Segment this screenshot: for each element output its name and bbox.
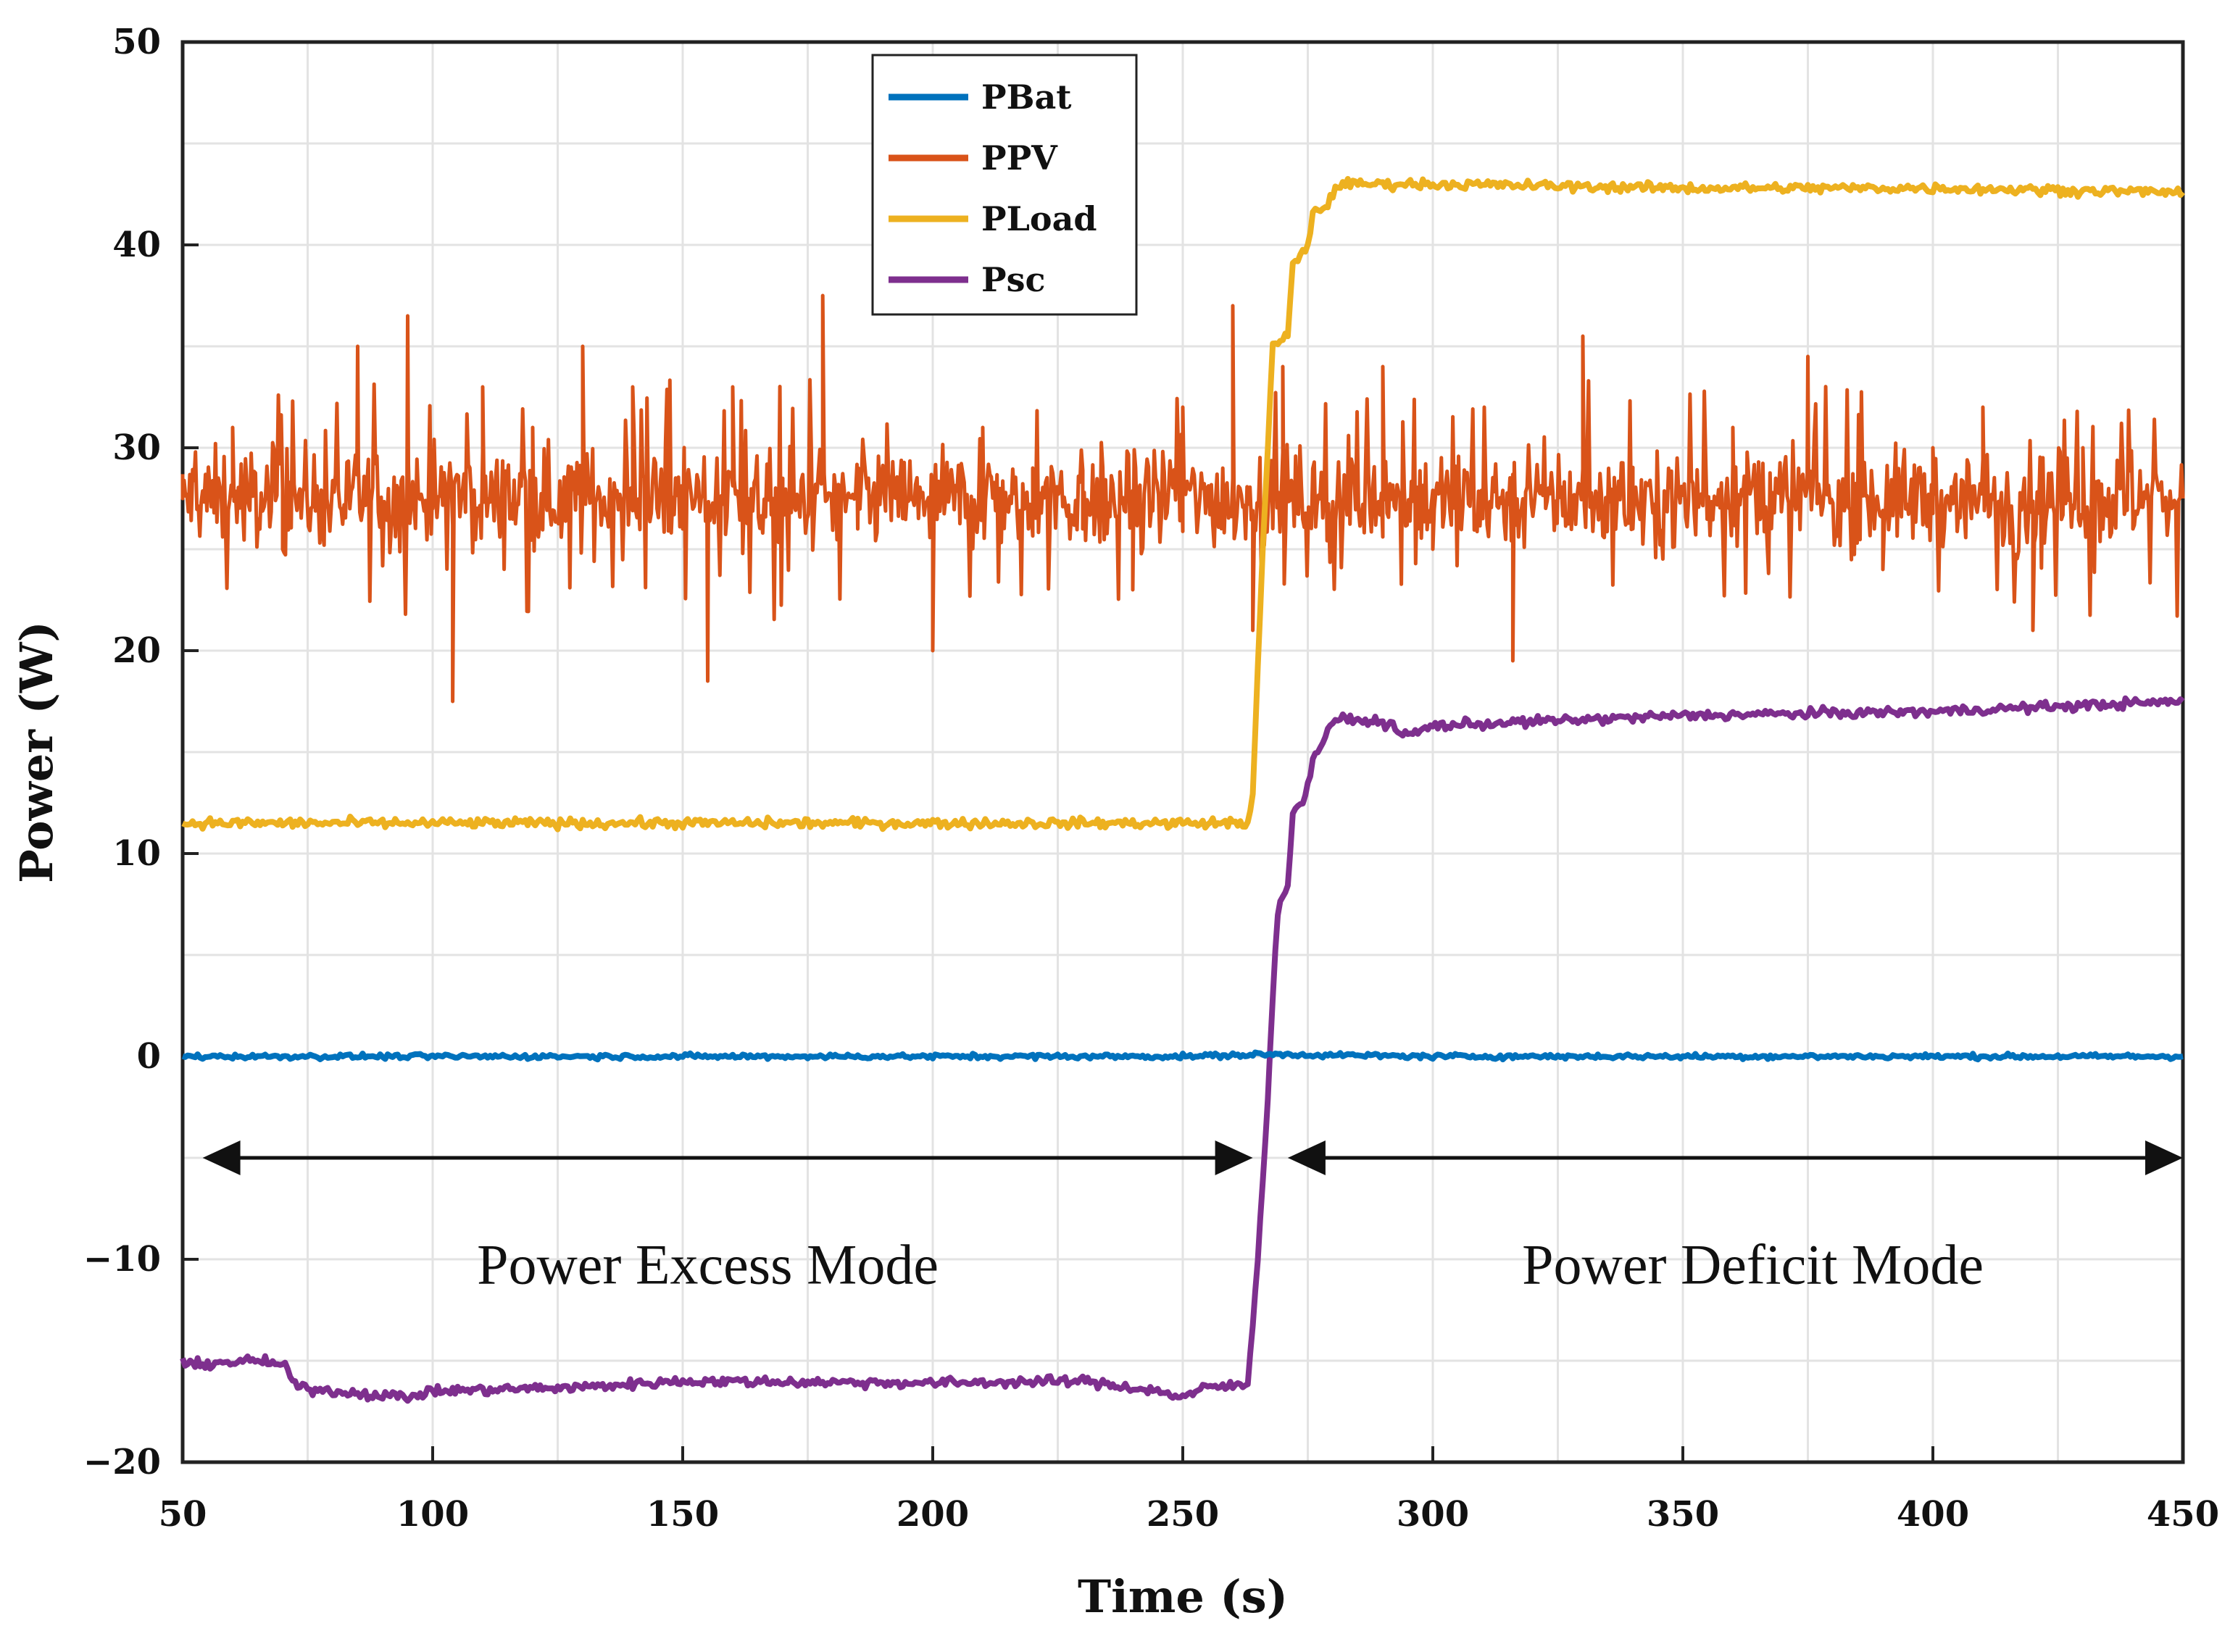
mode-label: Power Excess Mode [477, 1233, 939, 1296]
arrowhead-right [2145, 1140, 2183, 1175]
x-tick-label: 350 [1647, 1494, 1719, 1535]
y-tick-label: 0 [137, 1036, 161, 1077]
legend-label-psc: Psc [981, 260, 1046, 299]
x-tick-label: 450 [2147, 1494, 2219, 1535]
series-line-pbat [181, 1049, 2184, 1063]
legend-label-pbat: PBat [981, 78, 1072, 117]
y-tick-label: 10 [112, 833, 161, 874]
annotations: Power Excess Mode Power Deficit Mode [202, 1140, 2183, 1296]
x-tick-label: 50 [159, 1494, 207, 1535]
series-lines [180, 175, 2186, 1404]
y-tick-label: −10 [83, 1239, 161, 1280]
x-tick-label: 400 [1897, 1494, 1969, 1535]
x-tick-label: 100 [396, 1494, 469, 1535]
legend: PBat PPV PLoad Psc [871, 54, 1138, 316]
mode-label: Power Deficit Mode [1522, 1233, 1984, 1296]
arrowhead-right [1215, 1140, 1253, 1175]
y-tick-label: −20 [83, 1442, 161, 1482]
y-tick-label: 30 [112, 427, 161, 468]
series-line-pload [181, 175, 2186, 833]
series-line-psc [180, 695, 2185, 1404]
x-axis-title: Time (s) [1078, 1570, 1288, 1623]
series-line-ppv [180, 293, 2185, 704]
axis-ticks: 50 100 150 200 250 300 350 400 450 −20 −10 0 10 20 30 4… [83, 22, 2219, 1535]
legend-label-pload: PLoad [981, 199, 1097, 238]
legend-label-ppv: PPV [981, 138, 1058, 178]
y-tick-label: 20 [112, 630, 161, 671]
x-tick-label: 150 [646, 1494, 719, 1535]
x-tick-label: 300 [1397, 1494, 1469, 1535]
y-tick-label: 40 [112, 225, 161, 265]
arrowhead-left [202, 1140, 241, 1175]
y-tick-label: 50 [112, 22, 161, 62]
arrowhead-left [1287, 1140, 1326, 1175]
y-axis-title: Power (W) [10, 621, 63, 883]
x-tick-label: 250 [1147, 1494, 1219, 1535]
x-tick-label: 200 [897, 1494, 969, 1535]
